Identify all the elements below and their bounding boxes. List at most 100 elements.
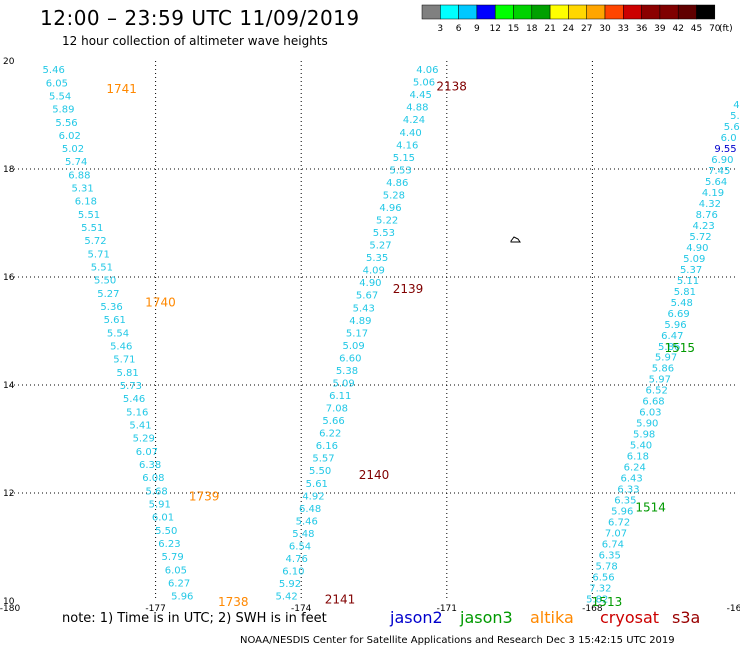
wave-height-value: 5.56 bbox=[55, 118, 77, 129]
wave-height-value: 5.46 bbox=[110, 342, 132, 353]
wave-height-value: 5.31 bbox=[71, 184, 93, 195]
wave-height-value: 5.42 bbox=[276, 592, 298, 603]
x-tick-label: -177 bbox=[145, 604, 165, 614]
satellite-legend-jason3: jason3 bbox=[460, 608, 513, 627]
wave-height-value: 4.96 bbox=[379, 203, 401, 214]
wave-height-value: 6.56 bbox=[592, 572, 614, 583]
y-tick-label: 18 bbox=[3, 165, 15, 175]
wave-height-value: 5.86 bbox=[652, 364, 674, 375]
wave-height-value: 6.03 bbox=[639, 408, 661, 419]
wave-height-value: 7.45 bbox=[708, 166, 730, 177]
wave-height-value: 5.38 bbox=[336, 366, 358, 377]
satellite-legend-cryosat: cryosat bbox=[600, 608, 660, 627]
wave-height-value: 5.28 bbox=[383, 190, 405, 201]
legend-swatch bbox=[677, 4, 697, 20]
y-tick-label: 20 bbox=[3, 57, 15, 67]
x-tick-label: -171 bbox=[437, 604, 457, 614]
wave-height-value: 4.24 bbox=[403, 115, 425, 126]
wave-height-value: 5.68 bbox=[145, 486, 167, 497]
wave-height-value: 8.76 bbox=[696, 210, 718, 221]
wave-height-value: 5.53 bbox=[389, 165, 411, 176]
wave-height-value: 7.08 bbox=[326, 404, 348, 415]
footer-credit: NOAA/NESDIS Center for Satellite Applica… bbox=[240, 635, 675, 646]
wave-height-value: 5.09 bbox=[332, 378, 354, 389]
wave-height-value: 6.01 bbox=[152, 513, 174, 524]
wave-height-value: 5.35 bbox=[366, 253, 388, 264]
legend-swatch bbox=[623, 4, 642, 20]
wave-height-value: 7.32 bbox=[589, 583, 611, 594]
legend-swatch bbox=[440, 4, 459, 20]
page-title: 12:00 – 23:59 UTC 11/09/2019 bbox=[40, 6, 360, 30]
wave-height-value: 4. bbox=[733, 100, 740, 111]
legend-label: 3 bbox=[437, 24, 443, 34]
wave-height-value: 5.96 bbox=[664, 320, 686, 331]
wave-height-value: 5.57 bbox=[312, 454, 334, 465]
wave-height-value: 6.69 bbox=[667, 309, 689, 320]
wave-height-value: 5.27 bbox=[97, 289, 119, 300]
wave-height-value: 6.38 bbox=[139, 460, 161, 471]
legend-swatch bbox=[458, 4, 478, 20]
wave-height-value: 5.53 bbox=[373, 228, 395, 239]
wave-height-value: 5. bbox=[730, 111, 740, 122]
legend-swatch bbox=[641, 4, 661, 20]
wave-height-value: 5.97 bbox=[649, 375, 671, 386]
wave-height-value: 5.90 bbox=[636, 419, 658, 430]
wave-height-value: 5.73 bbox=[120, 381, 142, 392]
wave-height-value: 6.16 bbox=[316, 441, 338, 452]
wave-height-value: 6.02 bbox=[59, 131, 81, 142]
wave-height-value: 6.74 bbox=[602, 539, 624, 550]
wave-height-value: 5.48 bbox=[671, 298, 693, 309]
legend-label: 42 bbox=[672, 24, 683, 34]
wave-height-value: 4.06 bbox=[416, 65, 438, 76]
wave-height-value: 5.54 bbox=[49, 91, 71, 102]
wave-height-value: 5.61 bbox=[306, 479, 328, 490]
wave-height-value: 5.79 bbox=[162, 552, 184, 563]
wave-height-value: 4.90 bbox=[359, 278, 381, 289]
wave-height-value: 4.23 bbox=[692, 221, 714, 232]
pass-label: 1741 bbox=[106, 82, 137, 96]
wave-height-value: 6.60 bbox=[339, 353, 361, 364]
wave-height-value: 5.50 bbox=[155, 526, 177, 537]
wave-height-value: 6.88 bbox=[68, 170, 90, 181]
wave-height-value: 6.18 bbox=[627, 452, 649, 463]
x-tick-label: -168 bbox=[582, 604, 603, 614]
pass-labels: 1741 1740 1739 1738 2138 2139 2140 2141 1515 1514… bbox=[106, 79, 695, 609]
satellite-legend-altika: altika bbox=[530, 608, 574, 627]
pass-label: 2140 bbox=[359, 468, 390, 482]
wave-height-value: 4.88 bbox=[406, 103, 428, 114]
wave-height-value: 5.46 bbox=[296, 516, 318, 527]
legend-swatch bbox=[513, 4, 533, 20]
y-tick-label: 16 bbox=[3, 273, 15, 283]
wave-height-value: 5.02 bbox=[62, 144, 84, 155]
x-tick-label: -16 bbox=[727, 604, 740, 614]
wave-height-value: 4.16 bbox=[396, 140, 418, 151]
wave-height-value: 4.92 bbox=[302, 491, 324, 502]
wave-height-value: 6.72 bbox=[608, 517, 630, 528]
wave-height-value: 5.36 bbox=[100, 302, 122, 313]
wave-height-value: 6.11 bbox=[329, 391, 351, 402]
wave-height-value: 5.50 bbox=[94, 276, 116, 287]
legend-label: 30 bbox=[599, 24, 611, 34]
pass-label: 1740 bbox=[145, 295, 176, 309]
wave-height-value: 5.09 bbox=[683, 254, 705, 265]
wave-height-value: 5.61 bbox=[104, 315, 126, 326]
wave-height-value: 7.07 bbox=[605, 528, 627, 539]
wave-height-value: 5.64 bbox=[705, 177, 727, 188]
wave-height-value: 5.98 bbox=[633, 430, 655, 441]
wave-height-value: 4.90 bbox=[686, 243, 708, 254]
legend-swatch bbox=[696, 4, 716, 20]
wave-height-value: 6.05 bbox=[46, 78, 68, 89]
wave-height-value: 5.72 bbox=[84, 236, 106, 247]
legend-label: 21 bbox=[544, 24, 555, 34]
legend-label: 45 bbox=[691, 24, 702, 34]
legend-label: 12 bbox=[489, 24, 500, 34]
y-tick-label: 10 bbox=[3, 597, 15, 607]
color-scale-legend: 3 6 9 12 15 18 21 24 27 30 33 36 39 42 45 70(ft) bbox=[421, 4, 733, 34]
wave-height-value: 4.45 bbox=[410, 90, 432, 101]
footer-note: note: 1) Time is in UTC; 2) SWH is in fe… bbox=[62, 611, 327, 626]
legend-label: 24 bbox=[563, 24, 575, 34]
pass-label: 2139 bbox=[393, 282, 424, 296]
pass-label: 1738 bbox=[218, 595, 249, 609]
wave-height-value: 6.68 bbox=[642, 397, 664, 408]
